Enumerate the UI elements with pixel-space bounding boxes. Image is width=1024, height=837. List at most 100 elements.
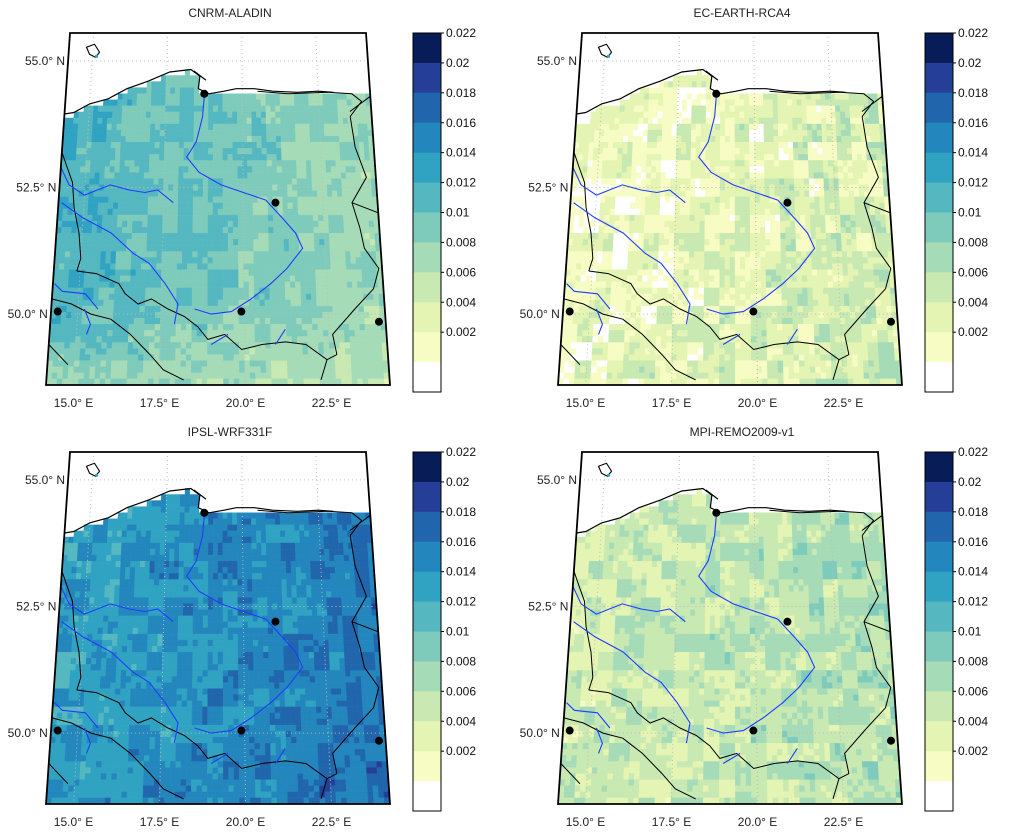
field-cell (139, 305, 146, 313)
field-cell (825, 105, 831, 113)
field-cell (150, 281, 157, 289)
field-cell (856, 239, 863, 246)
field-cell (739, 220, 746, 228)
field-cell (313, 214, 319, 222)
field-cell (324, 148, 331, 155)
field-cell (239, 360, 245, 367)
field-cell (289, 117, 296, 125)
field-cell (670, 184, 676, 191)
field-cell (156, 251, 163, 258)
field-cell (243, 245, 249, 252)
field-cell (265, 354, 272, 361)
field-cell (105, 142, 112, 149)
field-cell (700, 117, 707, 125)
field-cell (124, 154, 131, 161)
field-cell (289, 251, 295, 258)
field-cell (844, 202, 851, 210)
field-cell (601, 172, 608, 179)
field-cell (677, 99, 683, 107)
field-cell (308, 372, 315, 380)
field-cell (841, 251, 848, 258)
field-cell (192, 202, 199, 210)
field-cell (52, 354, 59, 361)
field-cell (105, 245, 112, 252)
field-cell (808, 166, 814, 173)
field-cell (854, 208, 861, 216)
field-cell (338, 129, 345, 137)
field-cell (608, 142, 614, 149)
field-cell (354, 160, 361, 167)
field-cell (169, 354, 176, 361)
field-cell (618, 233, 625, 240)
field-cell (355, 172, 362, 179)
field-cell (207, 287, 214, 295)
field-cell (770, 227, 776, 234)
field-cell (227, 214, 234, 222)
field-cell (704, 196, 711, 204)
field-cell (135, 269, 142, 276)
field-cell (764, 184, 770, 191)
field-cell (243, 239, 249, 246)
field-cell (106, 342, 113, 349)
field-cell (169, 129, 175, 137)
field-cell (749, 220, 756, 228)
field-cell (123, 190, 129, 198)
field-cell (298, 227, 305, 234)
field-cell (594, 123, 601, 131)
field-cell (336, 184, 343, 191)
field-cell (311, 299, 318, 307)
field-cell (90, 154, 97, 161)
field-cell (108, 178, 115, 185)
field-cell (335, 372, 342, 380)
field-cell (107, 324, 114, 331)
field-cell (66, 142, 73, 149)
field-cell (350, 263, 357, 270)
field-cell (237, 117, 243, 125)
field-cell (701, 87, 707, 94)
field-cell (745, 251, 751, 258)
field-cell (825, 214, 831, 222)
field-cell (353, 227, 360, 234)
field-cell (850, 227, 857, 234)
field-cell (81, 227, 88, 234)
field-cell (207, 281, 214, 289)
field-cell (778, 148, 784, 155)
field-cell (677, 87, 683, 94)
field-cell (233, 354, 240, 361)
field-cell (258, 220, 264, 228)
field-cell (110, 148, 116, 155)
field-cell (121, 233, 128, 240)
field-cell (306, 299, 312, 307)
field-cell (369, 324, 376, 331)
field-cell (753, 99, 759, 107)
field-cell (198, 135, 204, 143)
field-cell (223, 311, 229, 319)
field-cell (817, 160, 824, 167)
field-cell (637, 263, 644, 270)
field-cell (300, 275, 306, 283)
field-cell (208, 111, 214, 119)
field-cell (329, 251, 336, 258)
field-cell (76, 142, 83, 149)
field-cell (334, 245, 341, 252)
field-cell (318, 233, 325, 240)
field-cell (149, 324, 156, 331)
field-cell (358, 142, 365, 149)
field-cell (161, 263, 168, 270)
field-cell (276, 348, 282, 355)
field-cell (121, 227, 128, 234)
field-cell (242, 214, 249, 222)
field-cell (734, 105, 740, 113)
field-cell (253, 275, 260, 283)
field-cell (208, 93, 214, 100)
field-cell (682, 87, 688, 94)
field-cell (58, 348, 65, 355)
field-cell (853, 93, 859, 100)
field-cell (65, 245, 71, 252)
field-cell (149, 160, 155, 167)
field-cell (203, 105, 209, 113)
field-cell (719, 233, 726, 240)
field-cell (60, 324, 67, 331)
field-cell (734, 117, 740, 125)
field-cell (586, 172, 593, 179)
